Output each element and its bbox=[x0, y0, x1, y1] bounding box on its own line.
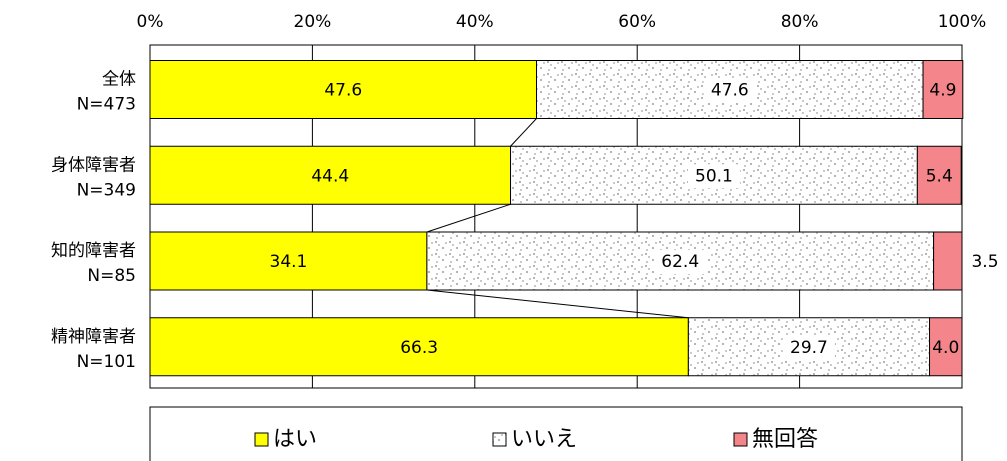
connector-line bbox=[510, 118, 537, 147]
legend: はい いいえ 無回答 bbox=[149, 406, 963, 461]
value-label-bg bbox=[687, 164, 740, 189]
legend-label: 無回答 bbox=[752, 427, 818, 452]
value-label-bg bbox=[782, 335, 835, 360]
category-n-label: N=473 bbox=[77, 95, 136, 115]
value-label: 47.6 bbox=[711, 81, 749, 101]
value-label: 4.9 bbox=[929, 81, 956, 101]
value-label-bg bbox=[654, 250, 707, 274]
bar-segment bbox=[916, 145, 962, 205]
value-label: 62.4 bbox=[661, 252, 699, 272]
value-label: 29.7 bbox=[790, 338, 828, 358]
category-label: 知的障害者 bbox=[51, 241, 136, 261]
x-axis-ticks: 0% 20% 40% 60% 80% 100% bbox=[137, 12, 987, 32]
x-tick-label: 60% bbox=[618, 12, 656, 32]
category-n-label: N=85 bbox=[87, 266, 136, 286]
connector-line bbox=[426, 203, 511, 233]
value-label: 66.3 bbox=[400, 338, 438, 358]
category-label: 精神障害者 bbox=[51, 327, 136, 347]
category-label: 全体 bbox=[102, 70, 136, 90]
bar-segment bbox=[933, 231, 963, 291]
value-label: 3.5 bbox=[971, 252, 998, 272]
legend-swatch bbox=[254, 432, 269, 447]
value-label: 47.6 bbox=[324, 81, 362, 101]
bars bbox=[149, 60, 964, 377]
category-label: 身体障害者 bbox=[51, 155, 136, 175]
connector-lines bbox=[426, 118, 689, 319]
x-tick-label: 100% bbox=[938, 12, 987, 32]
x-tick-label: 80% bbox=[781, 12, 819, 32]
value-label: 34.1 bbox=[270, 252, 308, 272]
x-tick-label: 0% bbox=[137, 12, 164, 32]
category-labels: 全体 N=473 身体障害者 N=349 知的障害者 N=85 精神障害者 N=101 bbox=[51, 70, 136, 372]
legend-label: はい bbox=[273, 427, 317, 452]
legend-swatch bbox=[492, 432, 507, 447]
bar-segment bbox=[149, 317, 689, 377]
legend-box bbox=[149, 406, 963, 461]
x-tick-label: 20% bbox=[294, 12, 332, 32]
x-tick-label: 40% bbox=[456, 12, 494, 32]
legend-label: いいえ bbox=[511, 427, 577, 452]
value-label: 44.4 bbox=[311, 166, 349, 186]
bar-segment bbox=[149, 231, 428, 291]
bar-segment bbox=[149, 145, 512, 205]
category-n-label: N=101 bbox=[77, 352, 136, 372]
value-labels: 47.6 47.6 4.9 44.4 50.1 5.4 34.1 62.4 3.5 66.3 29.… bbox=[270, 78, 999, 360]
legend-swatch bbox=[733, 432, 748, 447]
value-label-bg bbox=[703, 78, 756, 103]
value-label: 50.1 bbox=[695, 166, 733, 186]
bar-segment bbox=[929, 317, 963, 377]
value-label: 5.4 bbox=[926, 166, 953, 186]
category-n-label: N=349 bbox=[77, 180, 136, 200]
bar-segment bbox=[149, 60, 538, 119]
bar-segment bbox=[922, 60, 964, 119]
connector-line bbox=[426, 289, 689, 319]
value-label: 4.0 bbox=[932, 338, 959, 358]
